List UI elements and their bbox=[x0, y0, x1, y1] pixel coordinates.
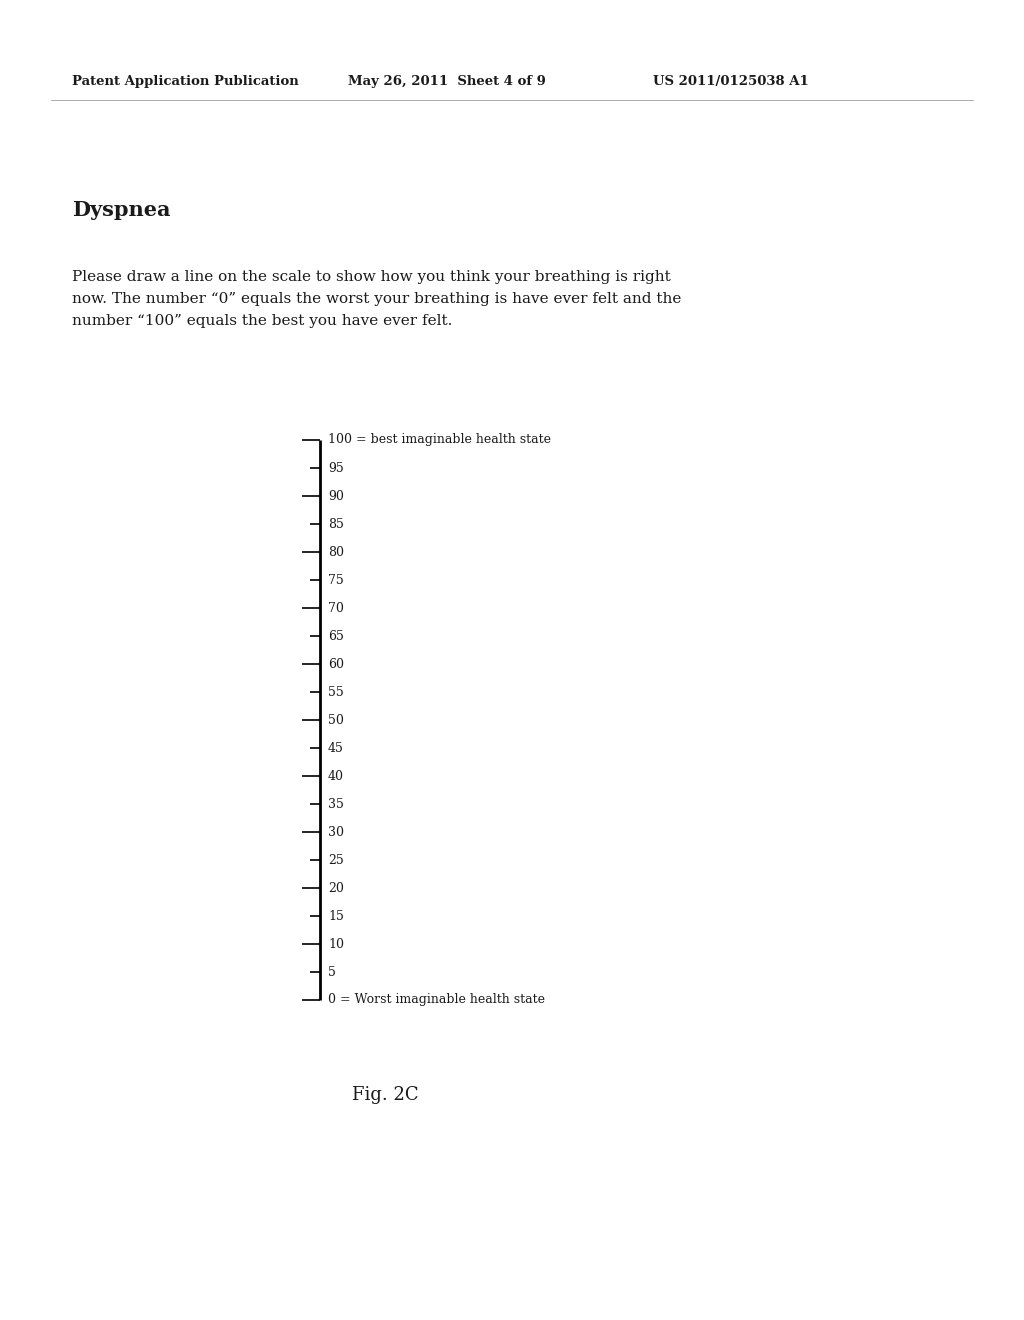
Text: 95: 95 bbox=[328, 462, 344, 474]
Text: 75: 75 bbox=[328, 573, 344, 586]
Text: 65: 65 bbox=[328, 630, 344, 643]
Text: 80: 80 bbox=[328, 545, 344, 558]
Text: 35: 35 bbox=[328, 797, 344, 810]
Text: 10: 10 bbox=[328, 937, 344, 950]
Text: US 2011/0125038 A1: US 2011/0125038 A1 bbox=[653, 75, 809, 88]
Text: 20: 20 bbox=[328, 882, 344, 895]
Text: 15: 15 bbox=[328, 909, 344, 923]
Text: 55: 55 bbox=[328, 685, 344, 698]
Text: Fig. 2C: Fig. 2C bbox=[351, 1086, 419, 1104]
Text: 100 = best imaginable health state: 100 = best imaginable health state bbox=[328, 433, 551, 446]
Text: 0 = Worst imaginable health state: 0 = Worst imaginable health state bbox=[328, 994, 545, 1006]
Text: now. The number “0” equals the worst your breathing is have ever felt and the: now. The number “0” equals the worst you… bbox=[72, 292, 681, 306]
Text: 90: 90 bbox=[328, 490, 344, 503]
Text: 85: 85 bbox=[328, 517, 344, 531]
Text: 25: 25 bbox=[328, 854, 344, 866]
Text: 70: 70 bbox=[328, 602, 344, 615]
Text: 40: 40 bbox=[328, 770, 344, 783]
Text: Dyspnea: Dyspnea bbox=[72, 201, 171, 220]
Text: 5: 5 bbox=[328, 965, 336, 978]
Text: Please draw a line on the scale to show how you think your breathing is right: Please draw a line on the scale to show … bbox=[72, 271, 671, 284]
Text: 50: 50 bbox=[328, 714, 344, 726]
Text: May 26, 2011  Sheet 4 of 9: May 26, 2011 Sheet 4 of 9 bbox=[348, 75, 546, 88]
Text: 30: 30 bbox=[328, 825, 344, 838]
Text: Patent Application Publication: Patent Application Publication bbox=[72, 75, 299, 88]
Text: 60: 60 bbox=[328, 657, 344, 671]
Text: 45: 45 bbox=[328, 742, 344, 755]
Text: number “100” equals the best you have ever felt.: number “100” equals the best you have ev… bbox=[72, 314, 453, 327]
